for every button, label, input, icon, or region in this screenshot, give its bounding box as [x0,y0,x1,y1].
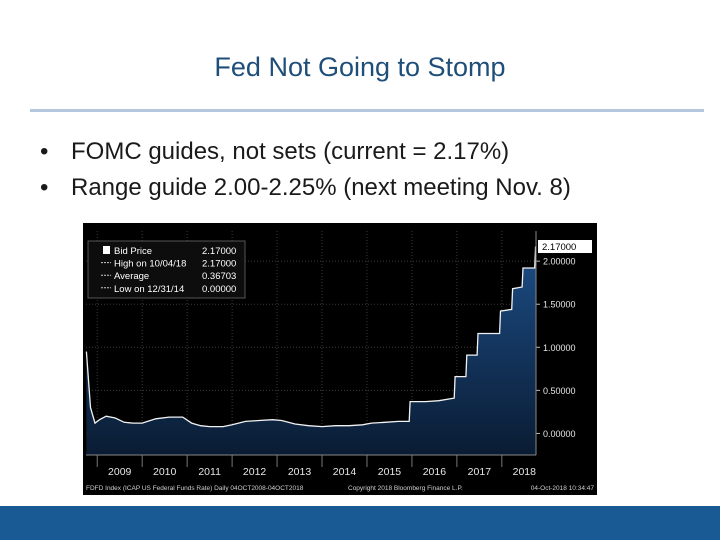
legend-value: 2.17000 [202,246,236,257]
y-tick-label: 0.50000 [543,386,576,396]
bullet-item: • FOMC guides, not sets (current = 2.17%) [40,134,571,170]
x-tick-label: 2011 [198,466,221,478]
x-tick-label: 2015 [378,466,402,478]
slide-title: Fed Not Going to Stomp [214,52,506,82]
bullet-marker: • [40,138,49,165]
x-tick-label: 2013 [288,466,312,478]
series-area [86,246,536,455]
series-line [85,246,537,428]
y-tick-label: 0.00000 [543,429,576,439]
current-value-tag [538,240,592,254]
title-divider [30,109,704,112]
y-tick-label: 1.00000 [543,343,576,353]
x-tick-label: 2010 [153,466,177,478]
bullet-text: FOMC guides, not sets (current = 2.17%) [71,138,510,165]
y-tick-label: 1.50000 [543,300,576,310]
legend-label: Bid Price [114,246,152,257]
bullet-item: • Range guide 2.00-2.25% (next meeting No… [40,170,571,206]
bullet-text: Range guide 2.00-2.25% (next meeting Nov… [71,174,571,201]
legend-label: High on 10/04/18 [114,259,186,270]
footer-bar [0,506,720,540]
bullet-list: • FOMC guides, not sets (current = 2.17%)… [40,134,571,206]
x-tick-label: 2014 [333,466,357,478]
legend-marker [103,246,110,254]
x-tick-label: 2018 [513,466,537,478]
legend-label: Average [114,271,149,282]
x-tick-label: 2017 [468,466,492,478]
legend-label: Low on 12/31/14 [114,284,184,295]
fed-funds-chart: 2.00000 1.50000 1.00000 0.50000 0.00000 2009 2… [83,223,597,495]
chart-canvas: 2.00000 1.50000 1.00000 0.50000 0.00000 2009 2… [83,223,597,495]
legend-value: 0.36703 [202,271,236,282]
x-tick-label: 2012 [243,466,267,478]
x-tick-label: 2009 [108,466,132,478]
legend-value: 0.00000 [202,284,236,295]
legend-box [87,240,246,299]
chart-footer-timestamp: 04-Oct-2018 10:34:47 [531,485,595,492]
chart-footer-copyright: Copyright 2018 Bloomberg Finance L.P. [348,485,463,492]
x-tick-label: 2016 [423,466,447,478]
bullet-marker: • [40,174,49,201]
chart-footer-source: FDFD Index (ICAP US Federal Funds Rate) … [86,485,304,492]
current-value-label: 2.17000 [542,242,576,253]
legend-value: 2.17000 [202,259,236,270]
y-tick-label: 2.00000 [543,257,576,267]
